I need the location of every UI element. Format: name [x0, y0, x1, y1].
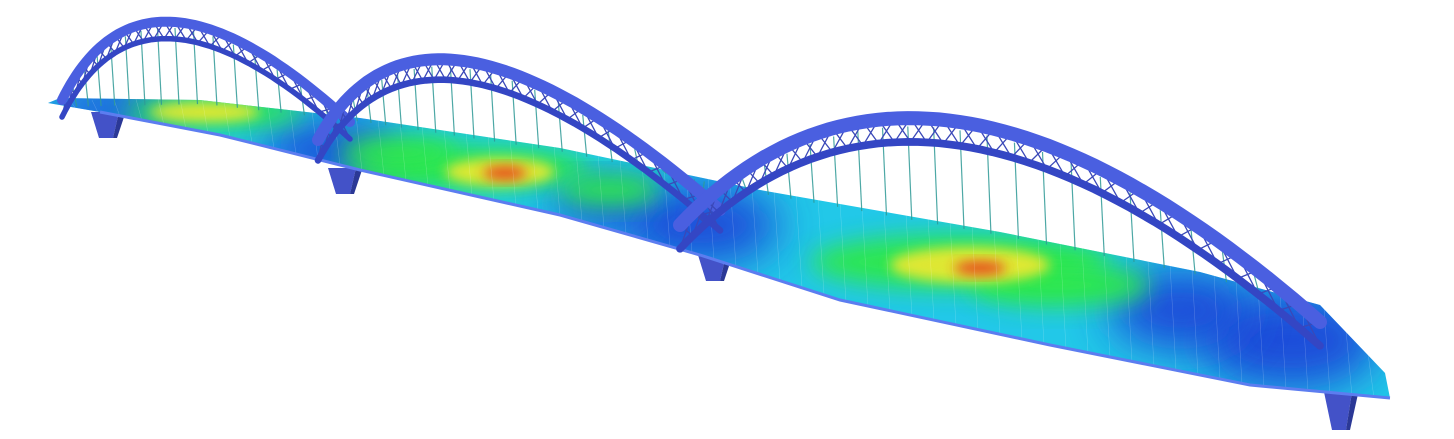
- pier-4: [1324, 392, 1358, 430]
- mesh-line: [883, 209, 891, 312]
- arch-3: [673, 111, 1327, 350]
- mesh-line: [641, 163, 649, 241]
- hanger: [786, 153, 792, 199]
- hanger: [809, 143, 815, 203]
- mesh-line: [1103, 250, 1111, 358]
- bridge-arches: [57, 16, 1327, 350]
- arch-lower-chord: [314, 76, 724, 234]
- mesh-line: [223, 100, 231, 139]
- mesh-line: [201, 98, 209, 134]
- mesh-line: [179, 98, 187, 130]
- mesh-line: [971, 225, 979, 331]
- hanger: [582, 114, 588, 157]
- deck-edge: [99, 110, 1391, 400]
- mesh-line: [839, 201, 847, 303]
- mesh-line: [487, 135, 495, 201]
- hanger: [366, 88, 372, 124]
- contour-high-region: [483, 166, 527, 180]
- mesh-line: [531, 141, 539, 211]
- mesh-line: [1015, 233, 1023, 340]
- contour-mid-region: [340, 136, 460, 168]
- mesh-line: [773, 190, 781, 281]
- pier-side: [350, 168, 362, 194]
- hanger: [276, 69, 282, 113]
- mesh-line: [1037, 237, 1045, 345]
- contour-mid-region: [560, 174, 660, 206]
- mesh-line: [817, 198, 825, 295]
- arch-2: [312, 53, 726, 234]
- mesh-line: [1345, 330, 1353, 396]
- mesh-line: [1147, 259, 1155, 367]
- mesh-line: [289, 108, 297, 155]
- mesh-line: [355, 115, 363, 172]
- mesh-line: [1367, 353, 1375, 398]
- mesh-line: [1213, 273, 1221, 380]
- arch-lower-chord: [676, 138, 1324, 350]
- contour-midhigh-region: [150, 102, 260, 122]
- mesh-line: [1081, 246, 1089, 354]
- mesh-line: [267, 105, 275, 150]
- contour-high-region: [954, 261, 1006, 275]
- mesh-line: [509, 138, 517, 206]
- mesh-line: [1191, 268, 1199, 376]
- mesh-line: [1169, 263, 1177, 372]
- arch-upper-chord: [57, 16, 355, 127]
- mesh-line: [993, 228, 1001, 336]
- mesh-line: [1125, 255, 1133, 363]
- mesh-line: [949, 221, 957, 326]
- hanger: [1190, 230, 1196, 275]
- pier-1: [91, 112, 125, 138]
- mesh-line: [1059, 241, 1067, 350]
- mesh-line: [553, 145, 561, 216]
- pier-face: [91, 112, 119, 138]
- mesh-line: [905, 213, 913, 317]
- pier-face: [1324, 392, 1352, 430]
- pier-face: [328, 168, 356, 194]
- mesh-line: [157, 98, 165, 126]
- mesh-line: [575, 149, 583, 222]
- mesh-line: [377, 118, 385, 177]
- hanger: [396, 73, 403, 128]
- hanger: [1253, 275, 1260, 292]
- arch-1: [57, 16, 355, 142]
- pier-side: [113, 112, 125, 138]
- mesh-line: [135, 99, 143, 121]
- mesh-line: [619, 158, 627, 235]
- mesh-line: [443, 128, 451, 191]
- hanger: [1159, 210, 1165, 269]
- hanger: [534, 89, 540, 149]
- hanger: [557, 101, 563, 152]
- hanger: [511, 80, 517, 145]
- pier-2: [328, 168, 362, 194]
- hanger: [381, 79, 387, 126]
- mesh-line: [465, 131, 473, 196]
- mesh-line: [751, 186, 759, 274]
- mesh-line: [729, 181, 737, 267]
- arch-lower-chord: [59, 35, 353, 142]
- pier-side: [1346, 392, 1358, 430]
- mesh-line: [927, 217, 935, 321]
- mesh-line: [1235, 279, 1243, 385]
- mesh-line: [1257, 285, 1265, 388]
- mesh-line: [421, 125, 429, 186]
- arch-upper-chord: [312, 53, 726, 216]
- mesh-line: [91, 100, 99, 113]
- mesh-line: [861, 205, 869, 307]
- mesh-line: [795, 194, 803, 288]
- arch-upper-chord: [673, 111, 1327, 329]
- mesh-line: [597, 153, 605, 228]
- mesh-line: [245, 103, 253, 144]
- mesh-line: [399, 121, 407, 182]
